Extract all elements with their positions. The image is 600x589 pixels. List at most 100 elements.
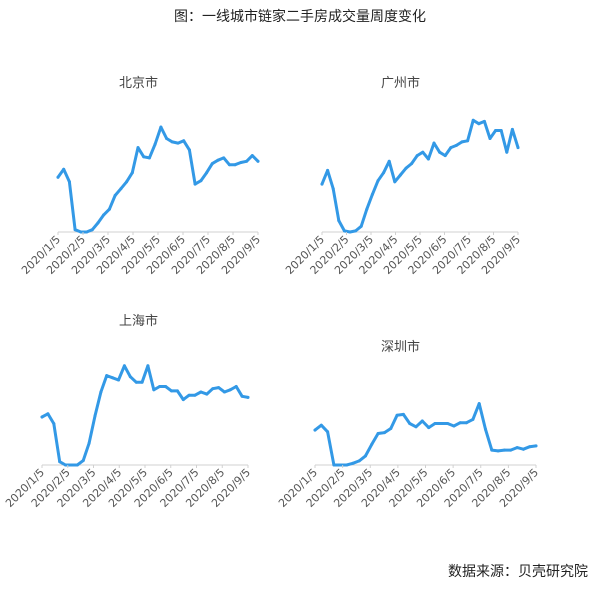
data-point-guangzhou bbox=[354, 229, 358, 233]
chart-title-guangzhou: 广州市 bbox=[381, 76, 421, 91]
data-point-shenzhen bbox=[458, 421, 462, 425]
data-point-guangzhou bbox=[337, 219, 341, 223]
data-point-beijing bbox=[119, 187, 123, 191]
data-point-shanghai bbox=[181, 398, 185, 402]
data-point-shanghai bbox=[117, 378, 120, 382]
data-point-shanghai bbox=[64, 463, 67, 467]
data-point-shenzhen bbox=[395, 413, 399, 417]
data-point-guangzhou bbox=[488, 137, 492, 140]
data-point-guangzhou bbox=[370, 192, 374, 196]
data-point-shanghai bbox=[228, 388, 232, 392]
data-point-shenzhen bbox=[420, 419, 424, 423]
data-point-beijing bbox=[216, 158, 220, 162]
data-point-shanghai bbox=[205, 392, 209, 396]
data-point-guangzhou bbox=[342, 229, 346, 233]
data-point-guangzhou bbox=[326, 168, 330, 172]
data-point-shenzhen bbox=[496, 449, 500, 453]
data-point-shenzhen bbox=[376, 432, 380, 435]
data-point-shanghai bbox=[240, 394, 244, 398]
data-point-guangzhou bbox=[449, 146, 453, 150]
data-point-guangzhou bbox=[393, 180, 397, 184]
data-point-shenzhen bbox=[509, 448, 513, 452]
data-point-beijing bbox=[233, 163, 237, 167]
data-point-shenzhen bbox=[408, 422, 412, 425]
data-point-guangzhou bbox=[410, 162, 414, 166]
data-point-guangzhou bbox=[443, 154, 447, 158]
data-point-guangzhou bbox=[466, 139, 470, 143]
data-point-shanghai bbox=[75, 463, 79, 467]
data-point-beijing bbox=[187, 148, 191, 152]
data-point-guangzhou bbox=[359, 224, 363, 228]
data-point-shenzhen bbox=[465, 421, 468, 425]
data-point-shenzhen bbox=[383, 431, 386, 435]
data-point-shenzhen bbox=[521, 447, 525, 451]
data-point-beijing bbox=[96, 221, 100, 225]
data-point-shenzhen bbox=[534, 444, 538, 448]
data-point-guangzhou bbox=[477, 122, 481, 126]
data-point-shanghai bbox=[175, 389, 179, 393]
data-point-shanghai bbox=[52, 422, 56, 426]
data-point-beijing bbox=[130, 171, 134, 175]
data-point-shenzhen bbox=[351, 461, 355, 465]
data-point-beijing bbox=[193, 182, 197, 186]
data-point-shanghai bbox=[234, 385, 238, 388]
data-point-shenzhen bbox=[332, 463, 336, 467]
data-point-beijing bbox=[62, 167, 66, 171]
data-point-shenzhen bbox=[502, 448, 506, 452]
data-point-guangzhou bbox=[494, 129, 498, 132]
data-point-shanghai bbox=[211, 387, 215, 391]
data-point-guangzhou bbox=[482, 119, 486, 123]
data-point-beijing bbox=[176, 141, 180, 145]
data-point-shanghai bbox=[223, 390, 226, 394]
data-point-shanghai bbox=[146, 364, 150, 368]
data-point-shanghai bbox=[199, 390, 203, 394]
data-point-shenzhen bbox=[446, 422, 450, 425]
data-point-beijing bbox=[147, 156, 151, 160]
data-point-shenzhen bbox=[452, 424, 456, 428]
data-point-guangzhou bbox=[516, 146, 520, 150]
data-point-shenzhen bbox=[389, 427, 393, 430]
series-line-guangzhou bbox=[320, 118, 520, 234]
data-point-beijing bbox=[165, 137, 169, 140]
data-point-guangzhou bbox=[404, 166, 408, 170]
data-point-beijing bbox=[227, 163, 231, 167]
data-point-shenzhen bbox=[528, 445, 532, 449]
data-point-shanghai bbox=[58, 460, 62, 464]
data-point-beijing bbox=[210, 162, 214, 166]
data-point-beijing bbox=[222, 156, 226, 160]
data-point-beijing bbox=[245, 159, 249, 163]
data-point-guangzhou bbox=[499, 129, 503, 132]
data-point-shenzhen bbox=[477, 402, 481, 406]
data-point-guangzhou bbox=[398, 173, 402, 177]
data-point-beijing bbox=[73, 228, 77, 232]
data-point-shanghai bbox=[246, 395, 250, 399]
data-point-shanghai bbox=[217, 386, 221, 390]
data-point-beijing bbox=[153, 142, 157, 146]
series-line-shenzhen bbox=[313, 402, 538, 467]
data-point-shanghai bbox=[193, 393, 197, 397]
data-point-shanghai bbox=[87, 441, 91, 445]
data-point-shanghai bbox=[40, 415, 44, 419]
data-source-note: 数据来源：贝壳研究院 bbox=[448, 564, 588, 580]
data-point-guangzhou bbox=[376, 179, 380, 183]
data-point-guangzhou bbox=[421, 150, 425, 154]
data-point-shanghai bbox=[111, 376, 115, 380]
data-point-guangzhou bbox=[505, 150, 509, 154]
data-point-shenzhen bbox=[484, 427, 487, 431]
data-point-beijing bbox=[205, 171, 209, 175]
data-point-shenzhen bbox=[313, 428, 317, 432]
data-point-beijing bbox=[250, 154, 254, 158]
data-point-shanghai bbox=[158, 385, 162, 388]
chart-title-shanghai: 上海市 bbox=[119, 314, 159, 329]
data-point-shenzhen bbox=[471, 417, 475, 421]
data-point-shanghai bbox=[93, 414, 97, 418]
data-point-shanghai bbox=[134, 380, 138, 384]
data-point-shenzhen bbox=[401, 412, 405, 416]
data-point-beijing bbox=[79, 230, 83, 234]
data-point-shenzhen bbox=[326, 430, 330, 434]
data-point-guangzhou bbox=[320, 182, 324, 186]
data-point-shanghai bbox=[140, 380, 144, 384]
data-point-shanghai bbox=[128, 375, 132, 379]
data-point-shenzhen bbox=[427, 426, 431, 430]
data-point-guangzhou bbox=[432, 141, 436, 145]
